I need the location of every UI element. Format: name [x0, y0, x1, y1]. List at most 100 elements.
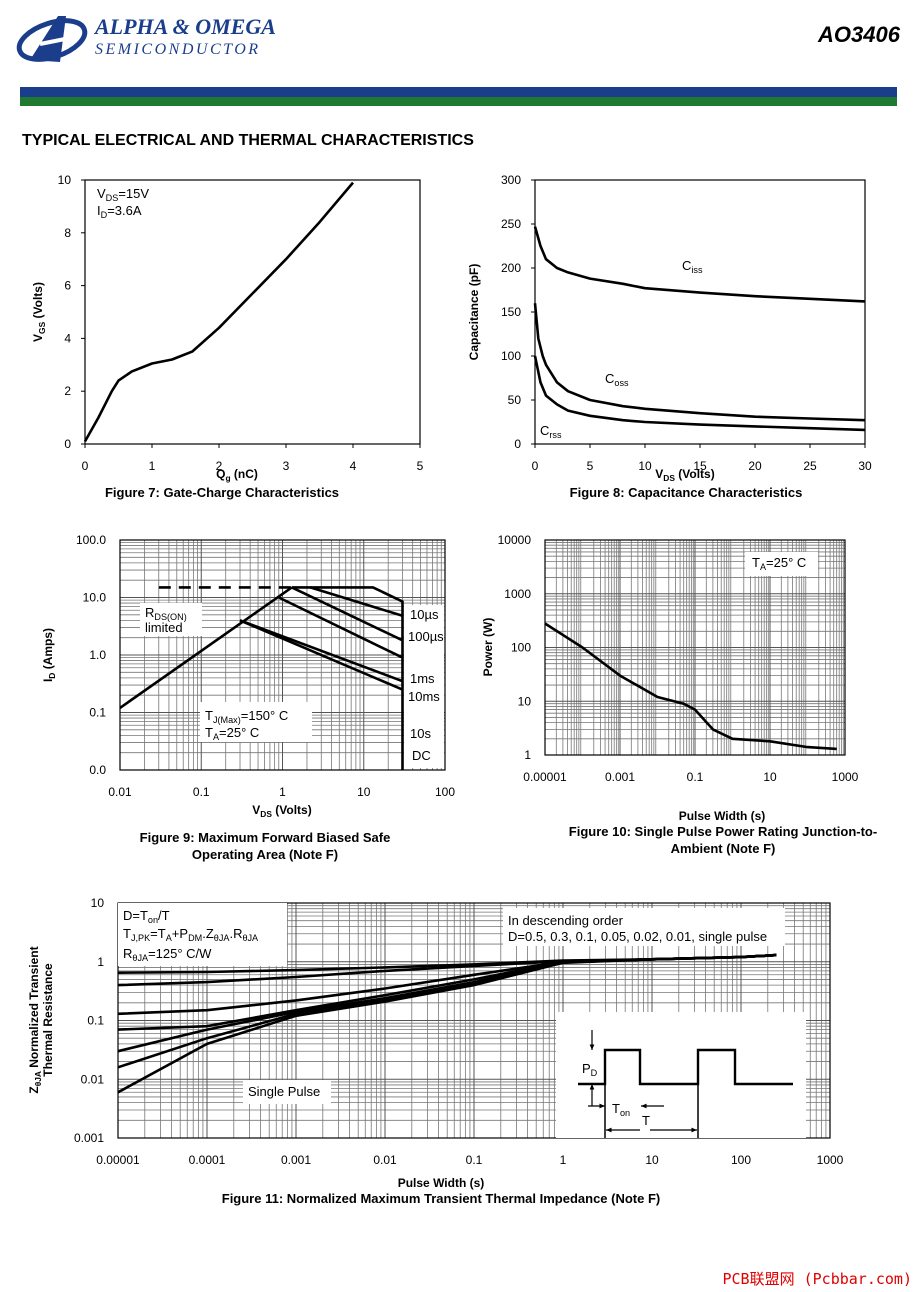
annotation: TA=25° C [205, 725, 259, 742]
text-run: =125° C/W [148, 946, 212, 961]
figure-caption: Figure 8: Capacitance Characteristics [570, 485, 803, 500]
x-tick-label: 0.001 [281, 1153, 311, 1167]
y-tick-label: 0.01 [81, 1072, 105, 1086]
arrow-head [599, 1103, 605, 1109]
y-tick-label: 1.0 [89, 648, 106, 662]
x-tick-label: 0.1 [687, 770, 704, 784]
x-axis-label: Qg (nC) [216, 467, 258, 483]
y-tick-label: 10.0 [83, 591, 107, 605]
series-line [533, 355, 866, 432]
x-tick-label: 10 [645, 1153, 659, 1167]
series-label: 10ms [408, 689, 440, 704]
text-run: R [145, 605, 154, 620]
series-line [309, 586, 403, 618]
x-axis-label: VDS (Volts) [655, 467, 714, 483]
label-background [404, 605, 444, 768]
text-run: (nC) [231, 467, 258, 481]
text-run: /T [158, 908, 170, 923]
y-tick-label: 10 [58, 173, 72, 187]
annotation: VDS=15V [97, 186, 149, 203]
section-title: TYPICAL ELECTRICAL AND THERMAL CHARACTER… [22, 132, 474, 149]
text-run: A [760, 562, 767, 572]
annotation: TJ,PK=TA+PDM.ZθJA.RθJA [123, 926, 259, 943]
y-axis-label: ID (Amps) [41, 628, 57, 682]
text-run: on [148, 915, 158, 925]
inset-label: PD [582, 1061, 598, 1078]
text-run: oss [614, 378, 629, 388]
arrow-head [641, 1103, 647, 1109]
x-axis-label: Pulse Width (s) [679, 809, 766, 823]
text-run: D=T [123, 908, 148, 923]
annotation: RθJA=125° C/W [123, 946, 212, 963]
y-tick-label: 1 [524, 748, 531, 762]
text-run: =3.6A [107, 203, 142, 218]
arrow-head [589, 1044, 595, 1050]
annotation: TJ(Max)=150° C [205, 708, 288, 725]
y-axis-label: Capacitance (pF) [467, 264, 481, 361]
text-run: D [101, 210, 108, 220]
y-axis-label: Power (W) [481, 618, 495, 677]
x-tick-label: 20 [748, 459, 762, 473]
text-run: I [97, 203, 101, 218]
y-tick-label: 50 [508, 393, 522, 407]
series-label: 10µs [410, 607, 439, 622]
x-tick-label: 1 [149, 459, 156, 473]
text-run: V [252, 803, 260, 817]
text-run: (Volts) [272, 803, 312, 817]
series-label: Crss [540, 423, 562, 440]
x-tick-label: 0 [82, 459, 89, 473]
y-tick-label: 0 [64, 437, 71, 451]
watermark: PCB联盟网 (Pcbbar.com) [723, 1270, 913, 1288]
x-tick-label: 5 [417, 459, 424, 473]
x-tick-label: 0.00001 [96, 1153, 140, 1167]
label-background [200, 702, 312, 742]
series-line [544, 622, 837, 751]
series-label: Coss [605, 371, 629, 388]
header-bar-blue [20, 87, 897, 97]
annotation: In descending order [508, 913, 624, 928]
text-run: V [97, 186, 106, 201]
x-tick-label: 3 [283, 459, 290, 473]
text-run: =T [150, 926, 166, 941]
annotation: TA=25° C [752, 555, 806, 572]
x-tick-label: 0.0001 [189, 1153, 226, 1167]
text-run: =25° C [219, 725, 259, 740]
x-tick-label: 0.01 [108, 785, 132, 799]
figure-caption: Operating Area (Note F) [192, 847, 338, 862]
series-label: 10s [410, 726, 431, 741]
pulse-waveform [578, 1048, 793, 1086]
plot-border [534, 179, 866, 445]
x-axis-label: VDS (Volts) [252, 803, 311, 819]
text-run: Normalized Transient [27, 946, 41, 1071]
y-tick-label: 10 [518, 694, 532, 708]
text-run: DS [663, 473, 675, 483]
arrow-head [606, 1127, 612, 1133]
y-tick-label: 6 [64, 279, 71, 293]
y-tick-label: 0 [514, 437, 521, 451]
text-run: θJA [242, 933, 259, 943]
y-tick-label: 10 [91, 896, 105, 910]
arrow-head [691, 1127, 697, 1133]
x-tick-label: 25 [803, 459, 817, 473]
x-tick-label: 10 [357, 785, 371, 799]
part-number: AO3406 [817, 22, 901, 47]
logo [16, 16, 88, 62]
plot-border [544, 539, 846, 756]
text-run: θJA [33, 1071, 43, 1086]
annotation: Single Pulse [248, 1084, 320, 1099]
y-tick-label: 150 [501, 305, 521, 319]
text-run: DS(ON) [154, 612, 186, 622]
x-tick-label: 1000 [817, 1153, 844, 1167]
text-run: =25° C [766, 555, 806, 570]
x-tick-label: 15 [693, 459, 707, 473]
text-run: C [605, 371, 614, 386]
text-run: T [752, 555, 760, 570]
text-run: R [123, 946, 132, 961]
series-label: 1ms [410, 671, 435, 686]
label-background [118, 903, 287, 966]
text-run: g [225, 473, 230, 483]
figure-caption: Figure 7: Gate-Charge Characteristics [105, 485, 339, 500]
text-run: V [31, 334, 45, 342]
x-tick-label: 0.01 [373, 1153, 397, 1167]
